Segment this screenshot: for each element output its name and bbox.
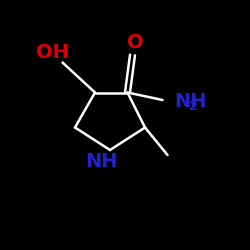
Text: OH: OH [36, 43, 69, 62]
Text: NH: NH [174, 92, 206, 111]
Text: 2: 2 [189, 100, 198, 114]
Text: O: O [127, 33, 143, 52]
Text: NH: NH [85, 152, 117, 171]
